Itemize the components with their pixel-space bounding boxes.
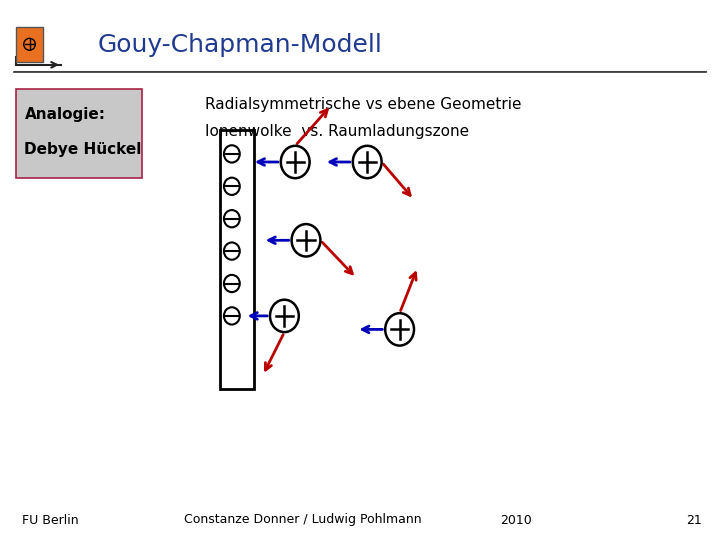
Text: Gouy-Chapman-Modell: Gouy-Chapman-Modell — [97, 33, 382, 57]
Ellipse shape — [224, 178, 240, 195]
Ellipse shape — [224, 145, 240, 163]
Text: 2010: 2010 — [500, 514, 532, 526]
Ellipse shape — [24, 38, 35, 50]
Ellipse shape — [224, 242, 240, 260]
Bar — [220, 130, 254, 389]
Text: Analogie:: Analogie: — [24, 106, 106, 122]
Ellipse shape — [281, 146, 310, 178]
Ellipse shape — [385, 313, 414, 346]
Text: Radialsymmetrische vs ebene Geometrie: Radialsymmetrische vs ebene Geometrie — [205, 97, 522, 112]
Ellipse shape — [292, 224, 320, 256]
Ellipse shape — [270, 300, 299, 332]
Bar — [16, 89, 142, 178]
Text: Ionenwolke  vs. Raumladungszone: Ionenwolke vs. Raumladungszone — [205, 124, 469, 139]
Text: Constanze Donner / Ludwig Pohlmann: Constanze Donner / Ludwig Pohlmann — [184, 514, 421, 526]
Ellipse shape — [224, 307, 240, 325]
Text: Debye Hückel: Debye Hückel — [24, 142, 142, 157]
Bar — [16, 27, 43, 62]
Ellipse shape — [353, 146, 382, 178]
Text: FU Berlin: FU Berlin — [22, 514, 78, 526]
Ellipse shape — [224, 210, 240, 227]
Text: 21: 21 — [686, 514, 702, 526]
Ellipse shape — [224, 275, 240, 292]
